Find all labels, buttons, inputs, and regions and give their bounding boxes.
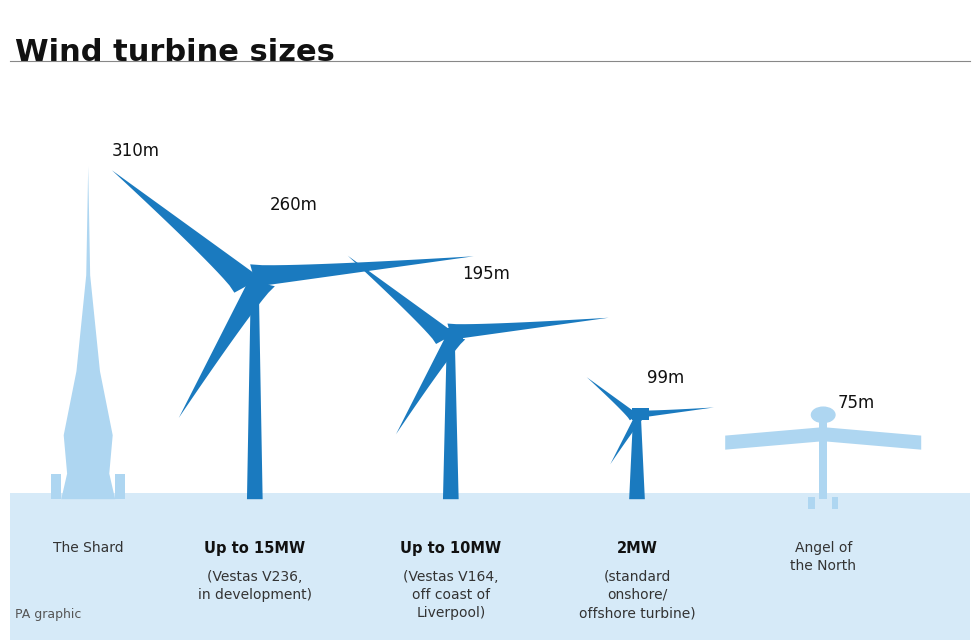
Bar [831,497,839,509]
Polygon shape [725,427,823,450]
Text: PA graphic: PA graphic [15,608,81,621]
Text: Up to 10MW: Up to 10MW [400,541,502,556]
Polygon shape [629,416,645,499]
Polygon shape [247,282,263,499]
Circle shape [244,275,266,289]
Text: (Vestas V164,
off coast of
Liverpool): (Vestas V164, off coast of Liverpool) [403,570,499,620]
Circle shape [811,407,835,422]
Polygon shape [348,256,456,344]
Polygon shape [587,377,639,420]
Polygon shape [61,166,116,499]
Bar [808,497,815,509]
Polygon shape [443,336,459,499]
Polygon shape [116,474,125,499]
Text: (standard
onshore/
offshore turbine): (standard onshore/ offshore turbine) [578,570,696,620]
Polygon shape [823,427,921,450]
Polygon shape [112,170,261,292]
Polygon shape [635,408,713,418]
Text: 260m: 260m [270,196,318,214]
Polygon shape [396,335,466,435]
Text: Angel of
the North: Angel of the North [790,541,857,573]
Text: Wind turbine sizes: Wind turbine sizes [15,38,334,67]
Polygon shape [250,256,473,287]
Polygon shape [448,317,609,340]
Text: 195m: 195m [463,266,511,284]
Text: 310m: 310m [112,142,160,160]
Text: (Vestas V236,
in development): (Vestas V236, in development) [198,570,312,602]
Circle shape [443,331,459,341]
FancyBboxPatch shape [10,493,970,640]
Polygon shape [51,474,61,499]
Bar [819,419,827,499]
Polygon shape [178,280,274,418]
Text: 99m: 99m [647,369,684,387]
Circle shape [633,414,641,419]
Text: 75m: 75m [838,394,875,412]
Bar [446,328,464,339]
Bar [632,408,650,420]
Text: The Shard: The Shard [53,541,123,555]
Text: Up to 15MW: Up to 15MW [204,541,306,556]
Polygon shape [611,416,644,464]
Bar [250,273,268,285]
Text: 2MW: 2MW [616,541,658,556]
